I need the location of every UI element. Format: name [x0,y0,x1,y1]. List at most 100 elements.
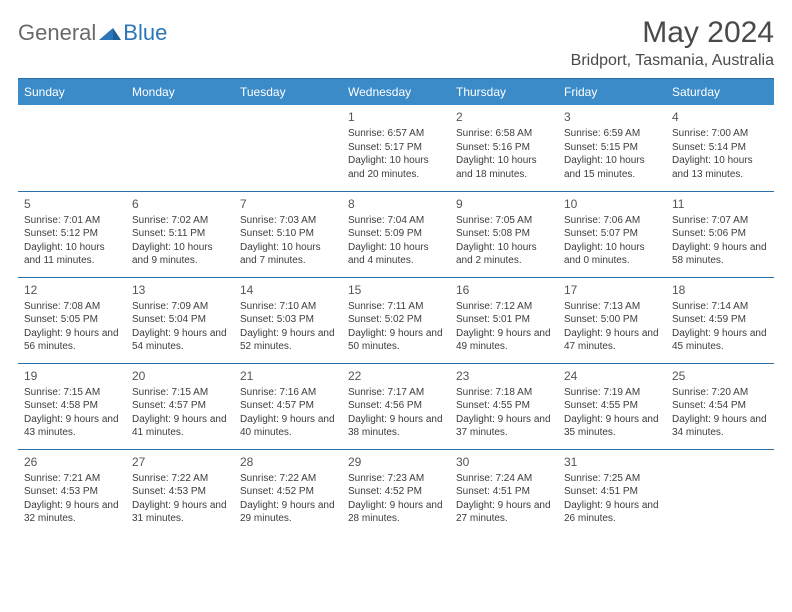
sunrise-text: Sunrise: 7:18 AM [456,386,552,400]
sunset-text: Sunset: 5:16 PM [456,141,552,155]
day-number: 7 [240,196,336,212]
sunrise-text: Sunrise: 7:22 AM [132,472,228,486]
daylight-text: Daylight: 10 hours and 4 minutes. [348,241,444,268]
daylight-text: Daylight: 9 hours and 37 minutes. [456,413,552,440]
daylight-text: Daylight: 9 hours and 56 minutes. [24,327,120,354]
daylight-text: Daylight: 9 hours and 54 minutes. [132,327,228,354]
sunset-text: Sunset: 4:51 PM [564,485,660,499]
calendar-day-cell: 8Sunrise: 7:04 AMSunset: 5:09 PMDaylight… [342,191,450,277]
sunrise-text: Sunrise: 7:20 AM [672,386,768,400]
daylight-text: Daylight: 9 hours and 38 minutes. [348,413,444,440]
calendar-day-cell: 22Sunrise: 7:17 AMSunset: 4:56 PMDayligh… [342,363,450,449]
sunrise-text: Sunrise: 7:16 AM [240,386,336,400]
calendar-day-cell: 30 Sunrise: 7:24 AMSunset: 4:51 PMDayligh… [450,449,558,535]
day-number: 31 [564,454,660,470]
daylight-text: Daylight: 9 hours and 45 minutes. [672,327,768,354]
sunrise-text: Sunrise: 7:25 AM [564,472,660,486]
day-number: 19 [24,368,120,384]
sunset-text: Sunset: 5:03 PM [240,313,336,327]
sunset-text: Sunset: 4:53 PM [132,485,228,499]
sunset-text: Sunset: 5:14 PM [672,141,768,155]
daylight-text: Daylight: 9 hours and 27 minutes. [456,499,552,526]
calendar-week-row: 12Sunrise: 7:08 AMSunset: 5:05 PMDayligh… [18,277,774,363]
daylight-text: Daylight: 9 hours and 26 minutes. [564,499,660,526]
calendar-day-cell: 28Sunrise: 7:22 AMSunset: 4:52 PMDayligh… [234,449,342,535]
sunrise-text: Sunrise: 7:14 AM [672,300,768,314]
daylight-text: Daylight: 10 hours and 18 minutes. [456,154,552,181]
sunrise-text: Sunrise: 7:17 AM [348,386,444,400]
day-header: Monday [126,79,234,105]
day-number: 29 [348,454,444,470]
day-number: 16 [456,282,552,298]
daylight-text: Daylight: 9 hours and 29 minutes. [240,499,336,526]
sunset-text: Sunset: 4:57 PM [240,399,336,413]
day-number: 13 [132,282,228,298]
sunrise-text: Sunrise: 7:08 AM [24,300,120,314]
sunset-text: Sunset: 5:12 PM [24,227,120,241]
day-number: 4 [672,109,768,125]
calendar-day-cell: 21Sunrise: 7:16 AMSunset: 4:57 PMDayligh… [234,363,342,449]
sunrise-text: Sunrise: 7:24 AM [456,472,552,486]
sunset-text: Sunset: 5:05 PM [24,313,120,327]
calendar-day-cell: 4Sunrise: 7:00 AMSunset: 5:14 PMDaylight… [666,105,774,191]
calendar-day-cell: 13Sunrise: 7:09 AMSunset: 5:04 PMDayligh… [126,277,234,363]
sunset-text: Sunset: 4:59 PM [672,313,768,327]
calendar-day-cell: 19Sunrise: 7:15 AMSunset: 4:58 PMDayligh… [18,363,126,449]
day-number: 18 [672,282,768,298]
calendar-day-cell: 14Sunrise: 7:10 AMSunset: 5:03 PMDayligh… [234,277,342,363]
daylight-text: Daylight: 9 hours and 31 minutes. [132,499,228,526]
calendar-day-cell: 25Sunrise: 7:20 AMSunset: 4:54 PMDayligh… [666,363,774,449]
sunset-text: Sunset: 4:53 PM [24,485,120,499]
calendar-day-cell: 2Sunrise: 6:58 AMSunset: 5:16 PMDaylight… [450,105,558,191]
sunrise-text: Sunrise: 7:12 AM [456,300,552,314]
daylight-text: Daylight: 10 hours and 15 minutes. [564,154,660,181]
calendar-page: General Blue May 2024 Bridport, Tasmania… [0,0,792,551]
sunset-text: Sunset: 4:52 PM [240,485,336,499]
sunset-text: Sunset: 4:55 PM [456,399,552,413]
day-header: Friday [558,79,666,105]
calendar-week-row: 19 Sunrise: 7:15 AMSunset: 4:58 PM Dayligh… [18,363,774,449]
day-number: 3 [564,109,660,125]
sunrise-text: Sunrise: 7:15 AM [24,386,120,400]
day-number: 1 [348,109,444,125]
day-header: Wednesday [342,79,450,105]
sunset-text: Sunset: 5:07 PM [564,227,660,241]
calendar-day-cell: 6Sunrise: 7:02 AMSunset: 5:11 PMDaylight… [126,191,234,277]
day-number: 28 [240,454,336,470]
daylight-text: Daylight: 10 hours and 0 minutes. [564,241,660,268]
sunset-text: Sunset: 5:04 PM [132,313,228,327]
day-number: 14 [240,282,336,298]
sunset-text: Sunset: 5:17 PM [348,141,444,155]
day-number: 25 [672,368,768,384]
calendar-day-cell: 16Sunrise: 7:12 AMSunset: 5:01 PMDayligh… [450,277,558,363]
calendar-day-cell: 1Sunrise: 6:57 AMSunset: 5:17 PMDaylight… [342,105,450,191]
day-number: 15 [348,282,444,298]
sunset-text: Sunset: 4:58 PM [24,399,120,413]
day-number: 24 [564,368,660,384]
calendar-day-cell: 11Sunrise: 7:07 AMSunset: 5:06 PMDayligh… [666,191,774,277]
day-number: 10 [564,196,660,212]
sunset-text: Sunset: 4:55 PM [564,399,660,413]
day-header: Saturday [666,79,774,105]
daylight-text: Daylight: 10 hours and 2 minutes. [456,241,552,268]
calendar-day-cell: 3Sunrise: 6:59 AMSunset: 5:15 PMDaylight… [558,105,666,191]
sunset-text: Sunset: 5:01 PM [456,313,552,327]
calendar-day-cell: 7Sunrise: 7:03 AMSunset: 5:10 PMDaylight… [234,191,342,277]
daylight-text: Daylight: 10 hours and 20 minutes. [348,154,444,181]
daylight-text: Daylight: 10 hours and 11 minutes. [24,241,120,268]
calendar-day-cell: 12Sunrise: 7:08 AMSunset: 5:05 PMDayligh… [18,277,126,363]
daylight-text: Daylight: 9 hours and 41 minutes. [132,413,228,440]
month-title: May 2024 [571,16,774,50]
day-number: 11 [672,196,768,212]
calendar-day-cell: 18 Sunrise: 7:14 AMSunset: 4:59 PMDayligh… [666,277,774,363]
daylight-text: Daylight: 10 hours and 7 minutes. [240,241,336,268]
sunrise-text: Sunrise: 7:00 AM [672,127,768,141]
sunset-text: Sunset: 4:52 PM [348,485,444,499]
day-number: 30 [456,454,552,470]
day-header: Tuesday [234,79,342,105]
calendar-day-cell: 27Sunrise: 7:22 AMSunset: 4:53 PMDayligh… [126,449,234,535]
sunset-text: Sunset: 4:51 PM [456,485,552,499]
calendar-day-cell: 10Sunrise: 7:06 AMSunset: 5:07 PMDayligh… [558,191,666,277]
calendar-day-cell: 31 Sunrise: 7:25 AMSunset: 4:51 PMDayligh… [558,449,666,535]
sunrise-text: Sunrise: 7:10 AM [240,300,336,314]
